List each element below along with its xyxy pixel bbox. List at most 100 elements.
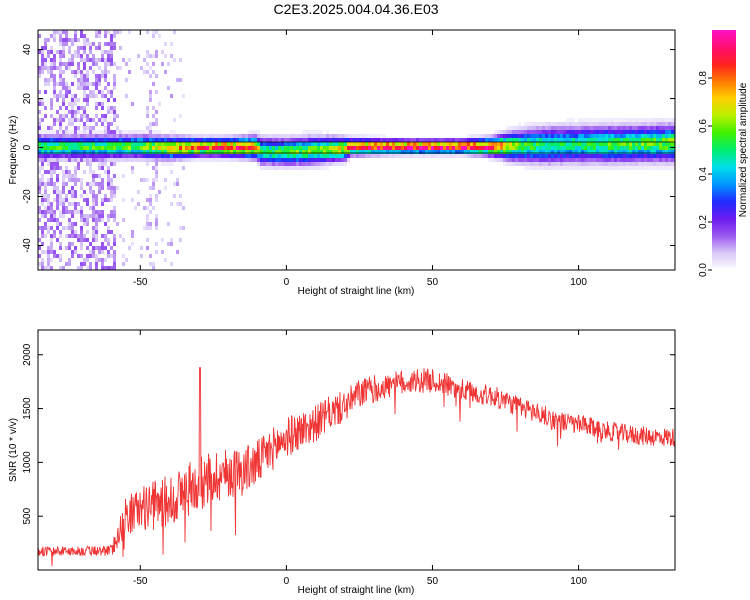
spectrogram-cell <box>269 162 272 166</box>
spectrogram-cell <box>422 146 425 150</box>
spectrogram-cell <box>428 146 431 150</box>
spectrogram-cell <box>53 90 56 94</box>
spectrogram-cell <box>140 130 143 134</box>
spectrogram-cell <box>527 122 530 126</box>
spectrogram-cell <box>368 138 371 142</box>
spectrogram-cell <box>179 138 182 142</box>
spectrogram-cell <box>149 210 152 214</box>
spectrogram-cell <box>62 30 65 34</box>
spectrogram-cell <box>626 138 629 142</box>
spectrogram-cell <box>98 250 101 254</box>
spectrogram-cell <box>413 154 416 158</box>
spectrogram-cell <box>62 86 65 90</box>
spectrogram-cell <box>92 174 95 178</box>
spectrogram-cell <box>587 146 590 150</box>
spectrogram-cell <box>65 194 68 198</box>
spectrogram-cell <box>533 122 536 126</box>
spectrogram-cell <box>50 214 53 218</box>
spectrogram-cell <box>113 146 116 150</box>
spectrogram-cell <box>503 134 506 138</box>
spectrogram-cell <box>143 146 146 150</box>
spectrogram-cell <box>53 118 56 122</box>
spectrogram-cell <box>77 82 80 86</box>
spectrogram-cell <box>296 158 299 162</box>
spectrogram-cell <box>230 134 233 138</box>
spectrogram-cell <box>293 162 296 166</box>
spectrogram-cell <box>281 146 284 150</box>
spectrogram-cell <box>65 198 68 202</box>
spectrogram-cell <box>155 174 158 178</box>
spectrogram-cell <box>200 150 203 154</box>
spectrogram-cell <box>272 138 275 142</box>
spectrogram-cell <box>578 126 581 130</box>
spectrogram-cell <box>146 130 149 134</box>
spectrogram-cell <box>602 122 605 126</box>
spectrogram-cell <box>185 154 188 158</box>
spectrogram-cell <box>629 150 632 154</box>
spectrogram-cell <box>194 138 197 142</box>
spectrogram-cell <box>563 158 566 162</box>
spectrogram-cell <box>260 150 263 154</box>
spectrogram-cell <box>62 178 65 182</box>
spectrogram-cell <box>122 142 125 146</box>
spectrogram-cell <box>80 106 83 110</box>
spectrogram-cell <box>221 150 224 154</box>
spectrogram-cell <box>347 150 350 154</box>
spectrogram-cell <box>155 118 158 122</box>
spectrogram-cell <box>80 142 83 146</box>
spectrogram-cell <box>77 166 80 170</box>
spectrogram-cell <box>398 154 401 158</box>
spectrogram-cell <box>47 202 50 206</box>
spectrogram-cell <box>617 154 620 158</box>
spectrogram-cell <box>248 158 251 162</box>
spectrogram-cell <box>74 114 77 118</box>
spectrogram-cell <box>107 186 110 190</box>
spectrogram-cell <box>482 142 485 146</box>
spectrogram-cell <box>137 54 140 58</box>
spectrogram-cell <box>50 250 53 254</box>
spectrogram-cell <box>251 150 254 154</box>
spectrogram-cell <box>644 158 647 162</box>
spectrogram-cell <box>263 166 266 170</box>
spectrogram-cell <box>596 122 599 126</box>
spectrogram-cell <box>86 74 89 78</box>
spectrogram-cell <box>569 166 572 170</box>
spectrogram-cell <box>146 110 149 114</box>
spectrogram-cell <box>98 246 101 250</box>
spectrogram-cell <box>149 126 152 130</box>
spectrogram-cell <box>416 138 419 142</box>
spectrogram-cell <box>38 262 41 266</box>
spectrogram-cell <box>434 150 437 154</box>
spectrogram-cell <box>347 138 350 142</box>
spectrogram-cell <box>554 126 557 130</box>
spectrogram-cell <box>188 154 191 158</box>
spectrogram-cell <box>89 214 92 218</box>
spectrogram-cell <box>323 146 326 150</box>
spectrogram-cell <box>65 130 68 134</box>
spectrogram-cell <box>545 146 548 150</box>
spectrogram-cell <box>125 158 128 162</box>
spectrogram-cell <box>383 146 386 150</box>
spectrogram-cell <box>95 226 98 230</box>
spectrogram-cell <box>161 158 164 162</box>
spectrogram-cell <box>302 166 305 170</box>
spectrogram-cell <box>98 134 101 138</box>
spectrogram-cell <box>86 142 89 146</box>
spectrogram-cell <box>80 206 83 210</box>
spectrogram-cell <box>98 146 101 150</box>
spectrogram-cell <box>602 134 605 138</box>
spectrogram-cell <box>287 166 290 170</box>
spectrogram-cell <box>155 110 158 114</box>
spectrogram-cell <box>89 82 92 86</box>
spectrogram-cell <box>179 150 182 154</box>
spectrogram-cell <box>92 234 95 238</box>
spectrogram-cell <box>53 122 56 126</box>
spectrogram-cell <box>245 134 248 138</box>
spectrogram-cell <box>620 126 623 130</box>
spectrogram-cell <box>650 142 653 146</box>
spectrogram-cell <box>659 130 662 134</box>
spectrogram-cell <box>332 146 335 150</box>
spectrogram-cell <box>137 154 140 158</box>
spectrogram-cell <box>563 146 566 150</box>
spectrogram-cell <box>176 250 179 254</box>
